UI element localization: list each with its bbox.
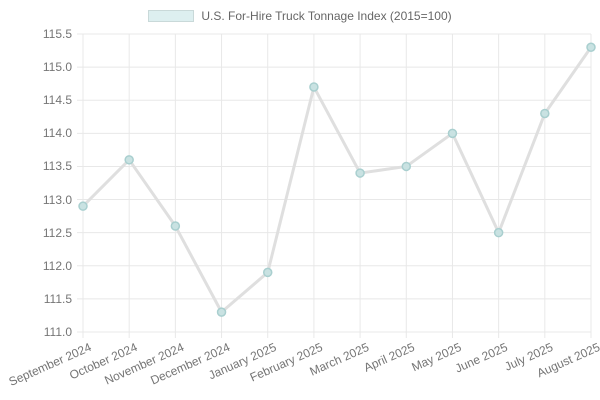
data-point-4[interactable] bbox=[262, 267, 273, 278]
legend: U.S. For-Hire Truck Tonnage Index (2015=… bbox=[0, 0, 600, 23]
data-point-7[interactable] bbox=[401, 161, 412, 172]
data-point-2[interactable] bbox=[170, 221, 181, 231]
data-point-9[interactable] bbox=[493, 227, 504, 238]
data-point-3[interactable] bbox=[216, 307, 227, 317]
data-point-11[interactable] bbox=[586, 42, 596, 52]
legend-swatch bbox=[148, 10, 195, 22]
data-point-1[interactable] bbox=[124, 155, 134, 165]
legend-label: U.S. For-Hire Truck Tonnage Index (2015=… bbox=[201, 9, 452, 23]
legend-item-tonnage-index[interactable]: U.S. For-Hire Truck Tonnage Index (2015=… bbox=[148, 0, 452, 23]
data-point-6[interactable] bbox=[355, 168, 365, 178]
data-point-8[interactable] bbox=[447, 128, 458, 139]
data-point-5[interactable] bbox=[309, 82, 319, 92]
series-line bbox=[81, 45, 593, 314]
data-point-10[interactable] bbox=[540, 108, 550, 119]
data-point-0[interactable] bbox=[78, 201, 88, 211]
